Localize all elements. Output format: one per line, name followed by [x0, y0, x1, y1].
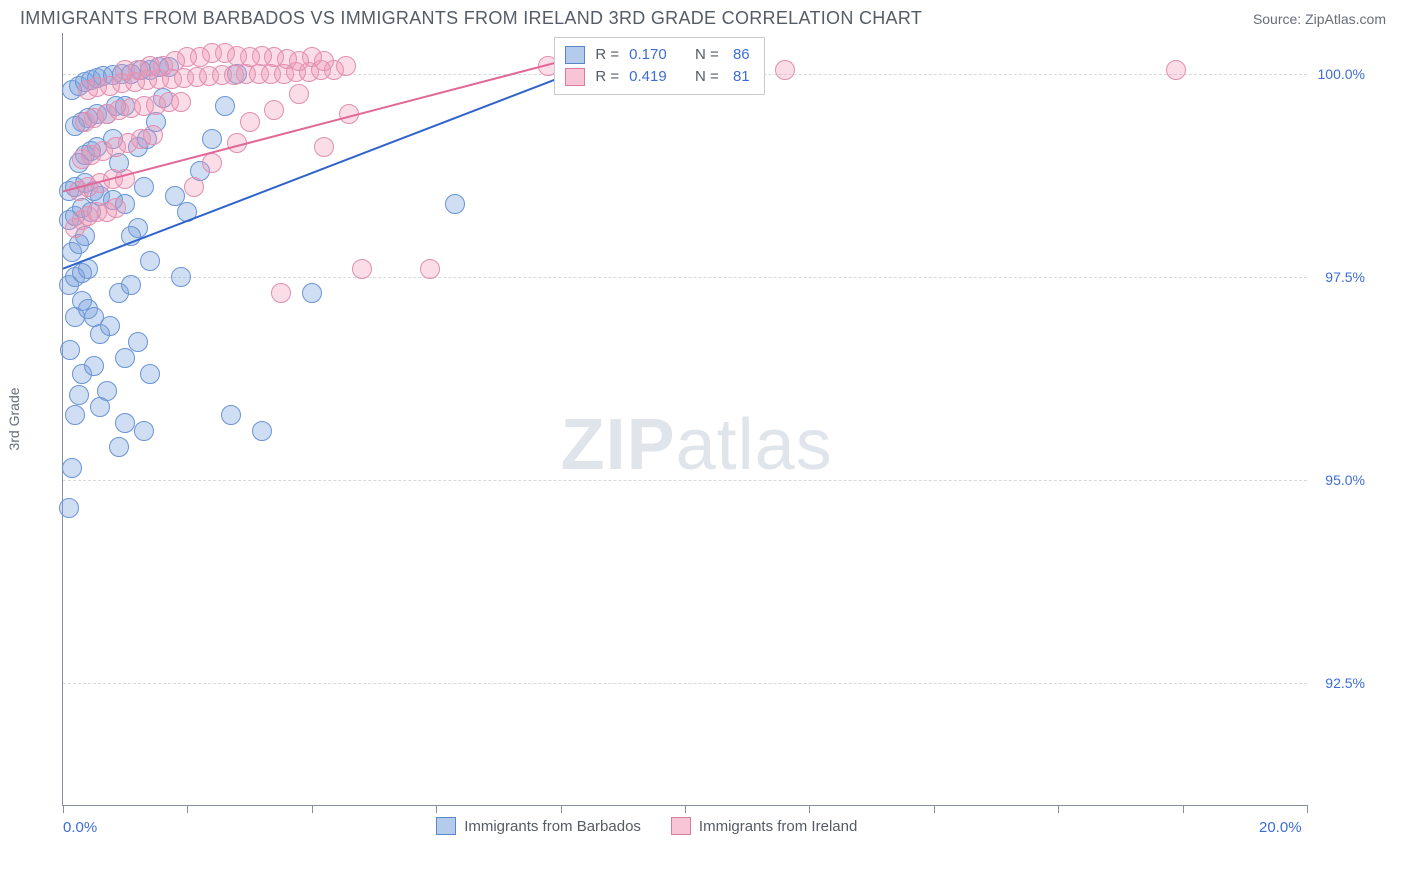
data-point — [177, 202, 197, 222]
data-point — [69, 385, 89, 405]
y-axis-label: 3rd Grade — [6, 387, 22, 450]
y-tick-label: 100.0% — [1318, 66, 1365, 82]
gridline — [63, 277, 1307, 278]
data-point — [134, 177, 154, 197]
stats-row: R = 0.170 N = 86 — [565, 44, 749, 66]
data-point — [106, 198, 126, 218]
data-point — [115, 60, 135, 80]
x-tick — [436, 805, 437, 813]
watermark: ZIPatlas — [561, 404, 833, 486]
gridline — [63, 480, 1307, 481]
data-point — [289, 84, 309, 104]
data-point — [215, 96, 235, 116]
data-point — [171, 92, 191, 112]
data-point — [60, 340, 80, 360]
data-point — [121, 226, 141, 246]
plot-area: 92.5%95.0%97.5%100.0%0.0%20.0%ZIPatlasR … — [62, 33, 1307, 806]
data-point — [90, 397, 110, 417]
data-point — [264, 100, 284, 120]
series-swatch-icon — [565, 68, 585, 86]
chart-title: IMMIGRANTS FROM BARBADOS VS IMMIGRANTS F… — [20, 8, 922, 29]
x-axis-label: 0.0% — [63, 819, 97, 836]
y-tick-label: 97.5% — [1325, 269, 1365, 285]
trend-line — [63, 33, 1307, 805]
data-point — [302, 283, 322, 303]
x-tick — [1058, 805, 1059, 813]
legend-item-ireland: Immigrants from Ireland — [671, 817, 857, 835]
data-point — [115, 413, 135, 433]
x-tick — [1183, 805, 1184, 813]
data-point — [202, 153, 222, 173]
data-point — [352, 259, 372, 279]
series-swatch-icon — [565, 46, 585, 64]
data-point — [339, 104, 359, 124]
data-point — [59, 498, 79, 518]
data-point — [202, 129, 222, 149]
data-point — [184, 177, 204, 197]
data-point — [78, 259, 98, 279]
data-point — [445, 194, 465, 214]
data-point — [84, 356, 104, 376]
chart-header: IMMIGRANTS FROM BARBADOS VS IMMIGRANTS F… — [0, 0, 1406, 33]
data-point — [100, 316, 120, 336]
source-attribution: Source: ZipAtlas.com — [1253, 11, 1386, 27]
data-point — [143, 125, 163, 145]
x-tick — [685, 805, 686, 813]
legend: Immigrants from Barbados Immigrants from … — [436, 817, 857, 835]
series-swatch-icon — [436, 817, 456, 835]
correlation-stats-box: R = 0.170 N = 86R = 0.419 N = 81 — [554, 37, 764, 95]
x-tick — [312, 805, 313, 813]
data-point — [115, 169, 135, 189]
data-point — [252, 421, 272, 441]
series-swatch-icon — [671, 817, 691, 835]
data-point — [109, 437, 129, 457]
data-point — [221, 405, 241, 425]
data-point — [1166, 60, 1186, 80]
data-point — [134, 421, 154, 441]
x-tick — [809, 805, 810, 813]
data-point — [121, 275, 141, 295]
data-point — [65, 405, 85, 425]
data-point — [62, 458, 82, 478]
data-point — [336, 56, 356, 76]
y-tick-label: 95.0% — [1325, 472, 1365, 488]
correlation-scatter-chart: 3rd Grade 92.5%95.0%97.5%100.0%0.0%20.0%… — [20, 33, 1306, 805]
x-tick — [187, 805, 188, 813]
y-tick-label: 92.5% — [1325, 675, 1365, 691]
data-point — [775, 60, 795, 80]
data-point — [128, 332, 148, 352]
data-point — [140, 251, 160, 271]
data-point — [140, 364, 160, 384]
x-tick — [561, 805, 562, 813]
data-point — [420, 259, 440, 279]
data-point — [240, 112, 260, 132]
trend-line — [63, 33, 1307, 805]
x-tick — [63, 805, 64, 813]
stats-row: R = 0.419 N = 81 — [565, 66, 749, 88]
x-tick — [1307, 805, 1308, 813]
data-point — [115, 348, 135, 368]
x-tick — [934, 805, 935, 813]
x-axis-label: 20.0% — [1259, 819, 1302, 836]
legend-item-barbados: Immigrants from Barbados — [436, 817, 641, 835]
data-point — [314, 137, 334, 157]
data-point — [227, 133, 247, 153]
data-point — [271, 283, 291, 303]
data-point — [171, 267, 191, 287]
gridline — [63, 683, 1307, 684]
